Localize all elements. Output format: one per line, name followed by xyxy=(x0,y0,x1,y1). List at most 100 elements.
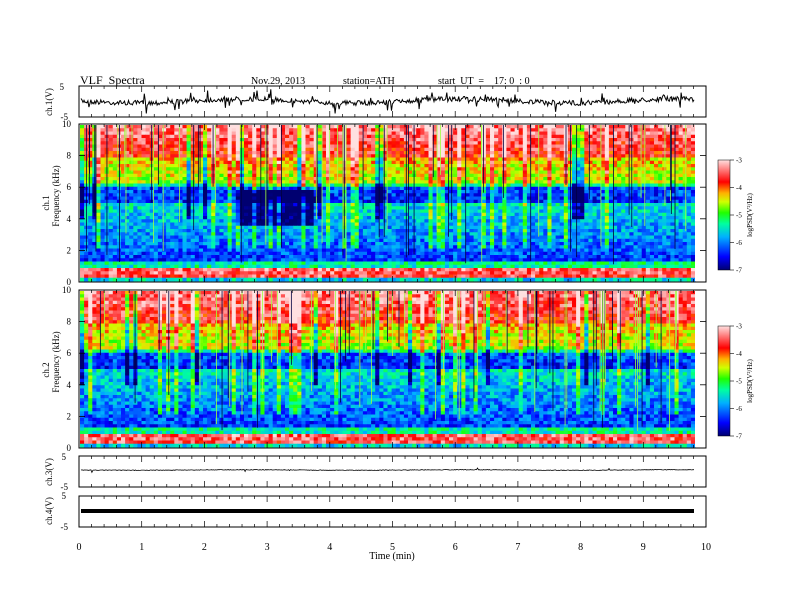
spectrogram-cell xyxy=(317,134,323,139)
spectrogram-cell xyxy=(473,186,479,191)
spectrogram-cell xyxy=(88,193,93,197)
spectrogram-cell xyxy=(379,219,384,223)
spectrogram-cell xyxy=(461,164,466,168)
spectrogram-cell xyxy=(625,160,630,165)
spectrogram-cell xyxy=(453,134,458,139)
spectrogram-cell xyxy=(153,183,159,188)
spectrogram-cell xyxy=(371,203,376,207)
spectrogram-cell xyxy=(268,229,274,233)
spectrogram-cell xyxy=(465,151,470,155)
spectrogram-cell xyxy=(436,206,442,210)
spectrogram-cell xyxy=(531,138,536,142)
spectrogram-cell xyxy=(469,138,474,142)
spectrogram-cell xyxy=(662,212,667,217)
spectrogram-cell xyxy=(424,229,429,233)
spectrogram-cell xyxy=(80,206,85,210)
spectrogram-cell xyxy=(457,219,462,223)
spectrogram-cell xyxy=(88,128,93,132)
spectrogram-cell xyxy=(379,128,384,132)
spectrogram-cell xyxy=(338,154,343,158)
spectrogram-cell xyxy=(490,125,495,129)
spectrogram-cell xyxy=(252,216,257,220)
spectrogram-cell xyxy=(198,206,204,210)
spectrogram-cell xyxy=(276,229,282,233)
spectrogram-cell xyxy=(289,164,294,168)
spectrogram-cell xyxy=(100,141,105,145)
spectrogram-cell xyxy=(658,138,663,142)
spectrogram-cell xyxy=(289,157,294,162)
spectrogram-cell xyxy=(88,225,93,230)
spectrogram-cell xyxy=(604,190,610,194)
spectrogram-cell xyxy=(428,151,433,155)
spectrogram-cell xyxy=(613,206,618,210)
spectrogram-cell xyxy=(559,216,565,220)
spectrogram-cell xyxy=(166,219,171,223)
spectrogram-cell xyxy=(481,219,487,223)
spectrogram-cell xyxy=(330,186,335,191)
spectrogram-cell xyxy=(514,180,520,184)
spectrogram-cell xyxy=(666,138,671,142)
spectrogram-cell xyxy=(551,170,556,175)
spectrogram-cell xyxy=(662,225,667,230)
spectrogram-cell xyxy=(252,138,257,142)
spectrogram-cell xyxy=(399,160,405,165)
spectrogram-cell xyxy=(481,138,487,142)
spectrogram-cell xyxy=(178,173,183,178)
spectrogram-cell xyxy=(641,206,647,210)
spectrogram-cell xyxy=(186,144,192,149)
spectrogram-cell xyxy=(543,177,548,181)
spectrogram-cell xyxy=(338,199,343,204)
spectrogram-cell xyxy=(555,225,561,230)
spectrogram-cell xyxy=(334,209,339,214)
spectrogram-cell xyxy=(174,167,179,171)
spectrogram-cell xyxy=(260,167,265,171)
spectrogram-cell xyxy=(551,131,556,136)
spectrogram-cell xyxy=(166,138,171,142)
spectrogram-cell xyxy=(157,134,163,139)
spectrogram-cell xyxy=(686,131,692,136)
spectrogram-cell xyxy=(178,180,183,184)
spectrogram-cell xyxy=(248,190,253,194)
spectrogram-cell xyxy=(305,209,310,214)
spectrogram-cell xyxy=(592,164,597,168)
spectrogram-cell xyxy=(149,216,155,220)
spectrogram-cell xyxy=(621,177,626,181)
spectrogram-cell xyxy=(174,170,179,175)
spectrogram-cell xyxy=(330,138,335,142)
spectrogram-cell xyxy=(346,151,351,155)
spectrogram-cell xyxy=(559,206,565,210)
spectrogram-cell xyxy=(166,229,171,233)
spectrogram-cell xyxy=(289,125,294,129)
spectrogram-cell xyxy=(670,209,675,214)
spectrogram-cell xyxy=(157,186,163,191)
spectrogram-cell xyxy=(510,160,515,165)
spectrogram-cell xyxy=(100,229,105,233)
spectrogram-cell xyxy=(121,131,126,136)
spectrogram-cell xyxy=(387,203,392,207)
spectrogram-cell xyxy=(592,196,597,201)
spectrogram-cell xyxy=(531,190,536,194)
spectrogram-cell xyxy=(494,206,499,210)
spectrogram-cell xyxy=(444,141,450,145)
spectrogram-cell xyxy=(125,160,130,165)
spectrogram-cell xyxy=(121,190,126,194)
spectrogram-cell xyxy=(379,154,384,158)
spectrogram-cell xyxy=(215,128,220,132)
spectrogram-cell xyxy=(375,225,380,230)
spectrogram-cell xyxy=(645,125,651,129)
spectrogram-cell xyxy=(514,131,520,136)
spectrogram-cell xyxy=(170,177,175,181)
spectrogram-cell xyxy=(211,193,216,197)
spectrogram-cell xyxy=(678,131,684,136)
spectrogram-cell xyxy=(227,173,233,178)
spectrogram-cell xyxy=(682,219,688,223)
spectrogram-cell xyxy=(112,177,118,181)
spectrogram-cell xyxy=(80,157,85,162)
spectrogram-cell xyxy=(354,157,360,162)
spectrogram-cell xyxy=(280,177,286,181)
spectrogram-cell xyxy=(309,144,315,149)
spectrogram-cell xyxy=(633,183,638,188)
spectrogram-cell xyxy=(510,128,515,132)
spectrogram-cell xyxy=(461,186,466,191)
spectrogram-cell xyxy=(436,183,442,188)
